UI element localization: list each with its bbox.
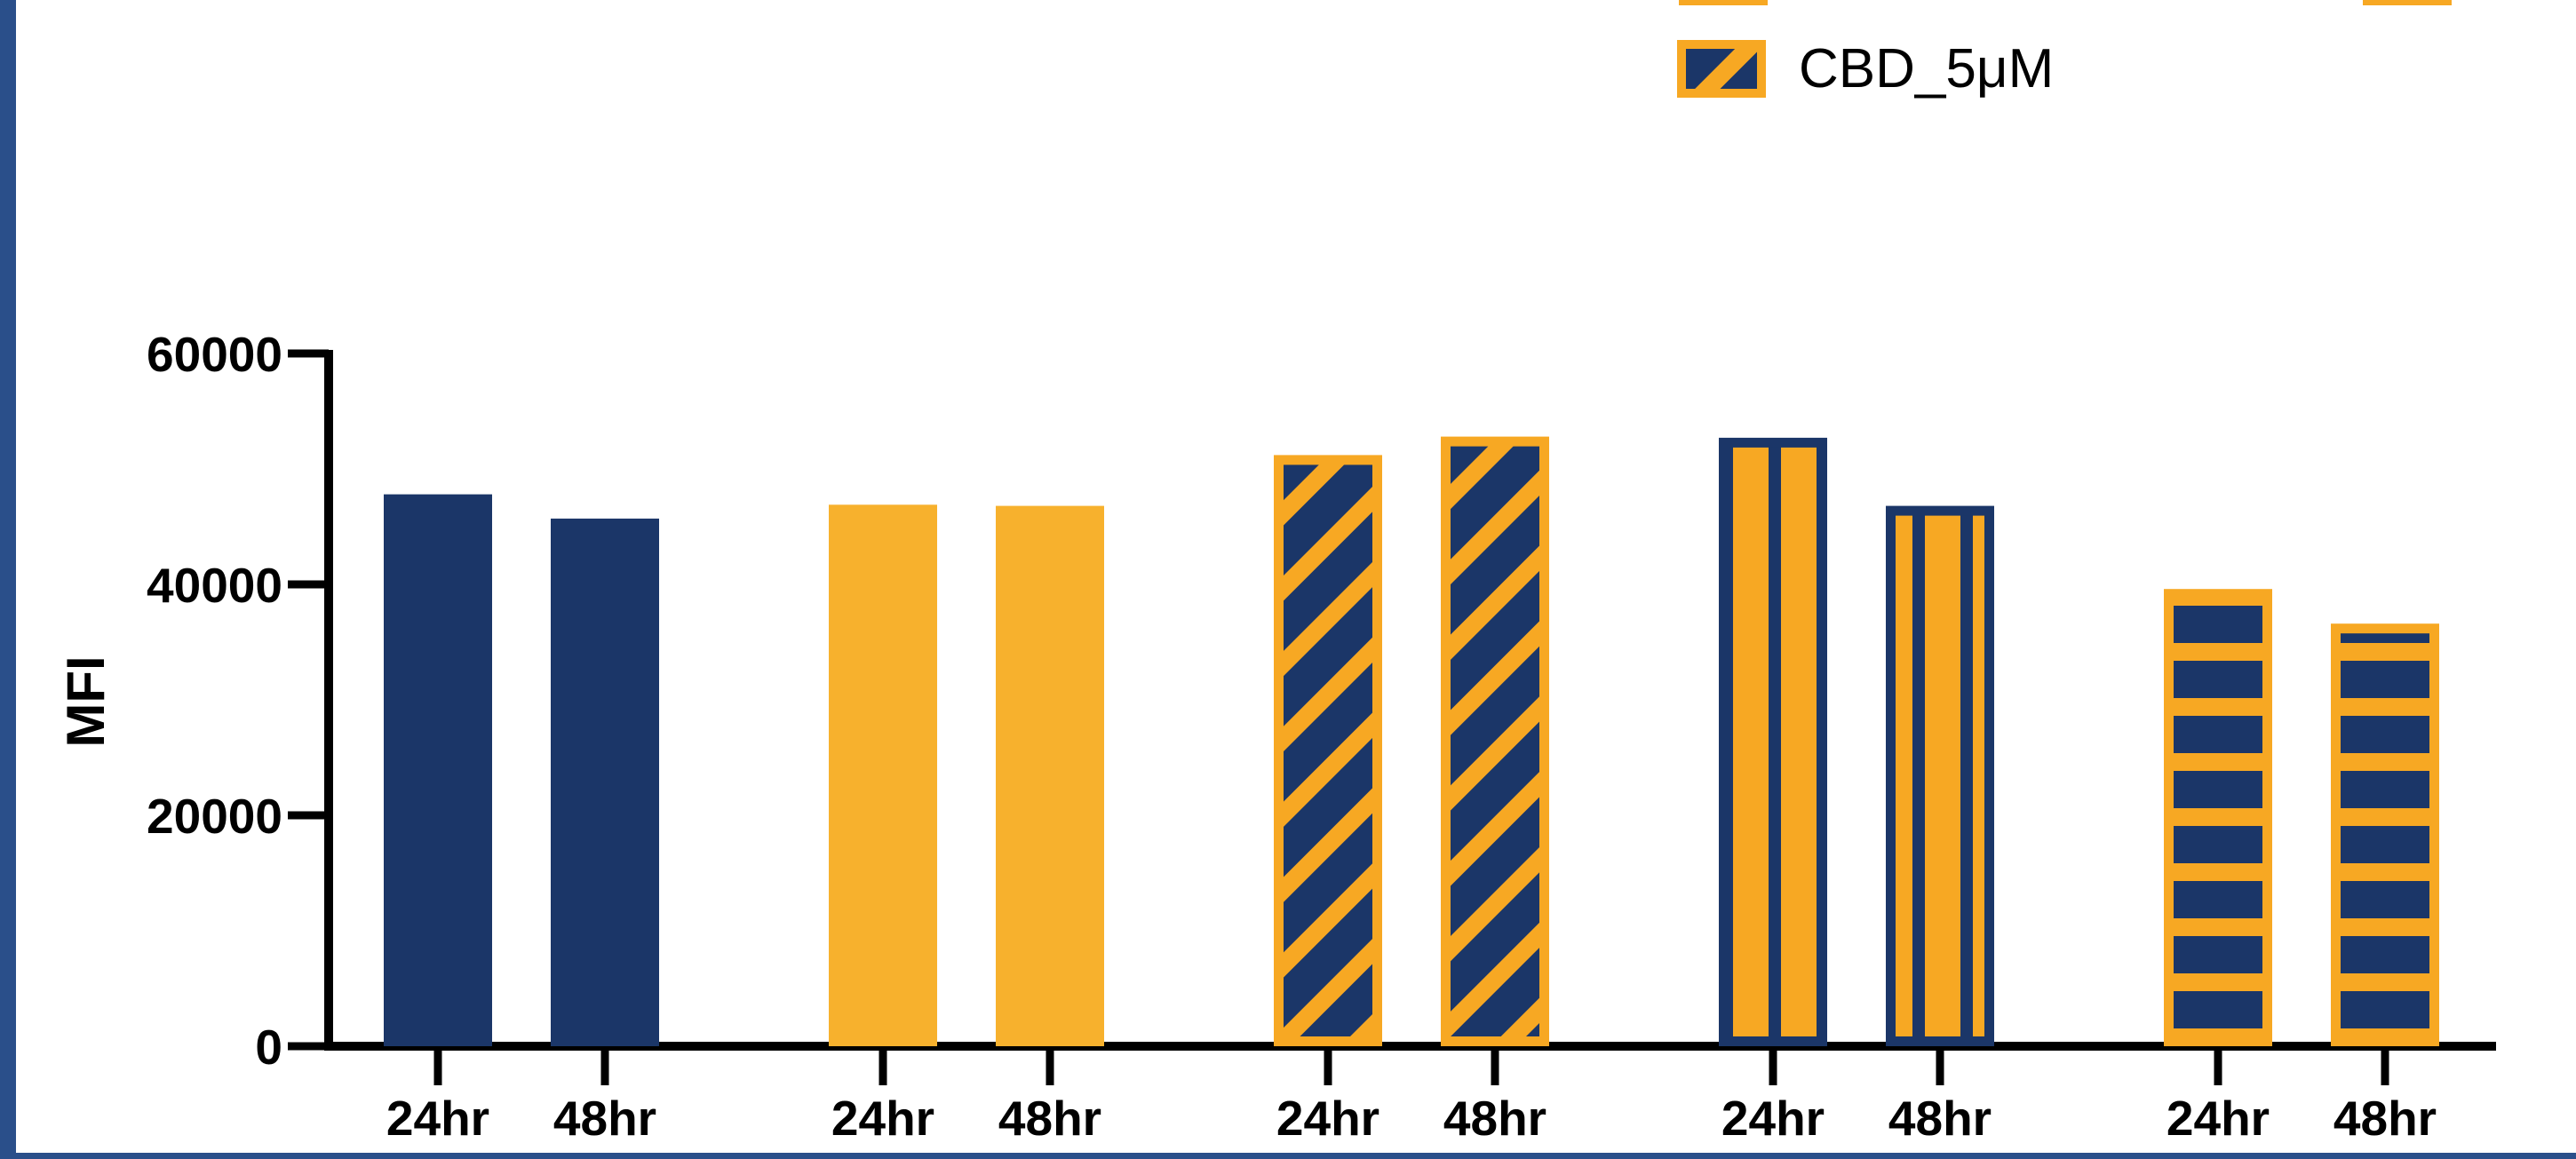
y-axis-title: MFI (56, 655, 115, 747)
bar-group4-48hr (1886, 505, 1994, 1046)
bar-group3-24hr (1274, 455, 1382, 1046)
bottom-frame-border (0, 1153, 2576, 1159)
bar-group5-48hr (2331, 623, 2439, 1046)
legend-swatch-cropped-1 (1679, 0, 1768, 5)
bar-group5-24hr (2164, 589, 2272, 1046)
legend: CBD_5μM (1677, 0, 2452, 99)
x-tick-label-group5-48hr: 48hr (2334, 1091, 2437, 1146)
y-tick-label-0: 0 (255, 1020, 282, 1075)
x-tick-label-group2-24hr: 24hr (831, 1091, 934, 1146)
x-tick-label-group4-24hr: 24hr (1721, 1091, 1825, 1146)
x-tick-label-group1-48hr: 48hr (553, 1091, 656, 1146)
y-tick-label-20000: 20000 (147, 789, 282, 844)
y-tick-label-60000: 60000 (147, 327, 282, 382)
y-tick-label-40000: 40000 (147, 558, 282, 613)
legend-swatch-cropped-2 (2363, 0, 2452, 5)
left-frame-border (0, 0, 16, 1159)
legend-swatch-cbd-5um (1677, 40, 1766, 98)
bar-group2-24hr (829, 504, 937, 1046)
axes: 0 20000 40000 60000 (147, 327, 2496, 1075)
x-tick-label-group5-24hr: 24hr (2167, 1091, 2270, 1146)
bar-group1-48hr (551, 518, 659, 1046)
x-tick-label-group1-24hr: 24hr (386, 1091, 489, 1146)
bar-group2-48hr (996, 505, 1104, 1046)
x-tick-labels: 24hr 48hr 24hr 48hr 24hr 48hr 24hr 48hr 24hr 48hr (386, 1046, 2437, 1146)
x-tick-label-group3-48hr: 48hr (1443, 1091, 1546, 1146)
bar-group1-24hr (384, 494, 492, 1046)
x-tick-label-group3-24hr: 24hr (1276, 1091, 1379, 1146)
x-tick-label-group2-48hr: 48hr (998, 1091, 1101, 1146)
x-tick-label-group4-48hr: 48hr (1888, 1091, 1992, 1146)
legend-label-cbd-5um: CBD_5μM (1799, 38, 2054, 99)
bar-group4-24hr (1719, 437, 1827, 1046)
bar-group3-48hr (1441, 436, 1549, 1047)
bars (384, 436, 2439, 1047)
